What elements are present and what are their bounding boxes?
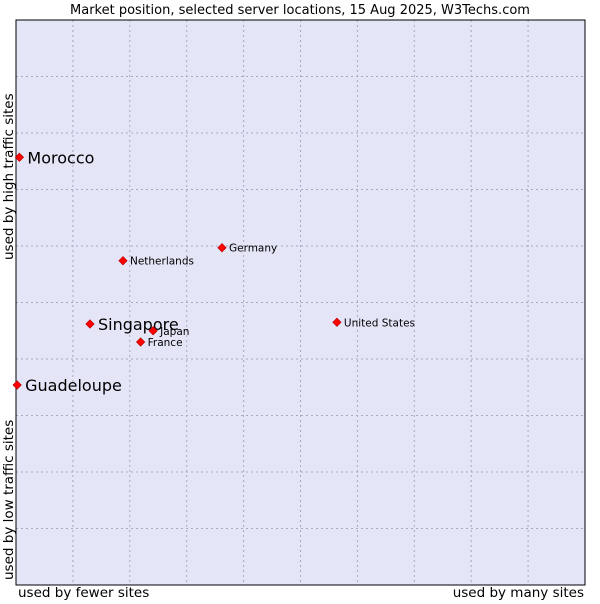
data-point-france: France: [135, 337, 183, 349]
point-label-united-states: United States: [344, 317, 415, 329]
point-marker-germany: [217, 243, 227, 253]
data-point-guadeloupe: Guadeloupe: [12, 376, 122, 395]
data-point-singapore: Singapore: [85, 315, 179, 334]
data-point-germany: Germany: [217, 243, 277, 255]
grid-lines: [16, 20, 585, 585]
y-axis-label-top: used by high traffic sites: [1, 93, 17, 260]
plot-frame: [15, 19, 586, 586]
data-point-netherlands: Netherlands: [118, 256, 194, 268]
point-label-netherlands: Netherlands: [130, 256, 194, 268]
data-point-japan: Japan: [148, 326, 189, 338]
point-label-france: France: [148, 337, 183, 349]
y-axis-label-bottom: used by low traffic sites: [1, 420, 17, 580]
point-marker-morocco: [14, 152, 25, 162]
point-label-japan: Japan: [159, 326, 189, 338]
point-marker-netherlands: [118, 256, 128, 266]
data-point-united-states: United States: [332, 317, 415, 329]
point-marker-singapore: [85, 319, 95, 329]
point-label-germany: Germany: [229, 243, 277, 255]
data-point-morocco: Morocco: [14, 148, 94, 167]
point-marker-united-states: [332, 317, 342, 327]
x-axis-label-right: used by many sites: [453, 585, 584, 600]
point-label-singapore: Singapore: [98, 315, 179, 334]
point-label-guadeloupe: Guadeloupe: [25, 376, 122, 395]
chart-title: Market position, selected server locatio…: [70, 3, 530, 18]
point-marker-japan: [148, 326, 158, 336]
x-axis-label-left: used by fewer sites: [18, 585, 149, 600]
data-points: Morocco Singapore Guadeloupe Germany Netherl…: [12, 148, 415, 395]
point-marker-france: [135, 337, 146, 347]
point-label-morocco: Morocco: [27, 148, 94, 167]
point-marker-guadeloupe: [12, 380, 22, 390]
